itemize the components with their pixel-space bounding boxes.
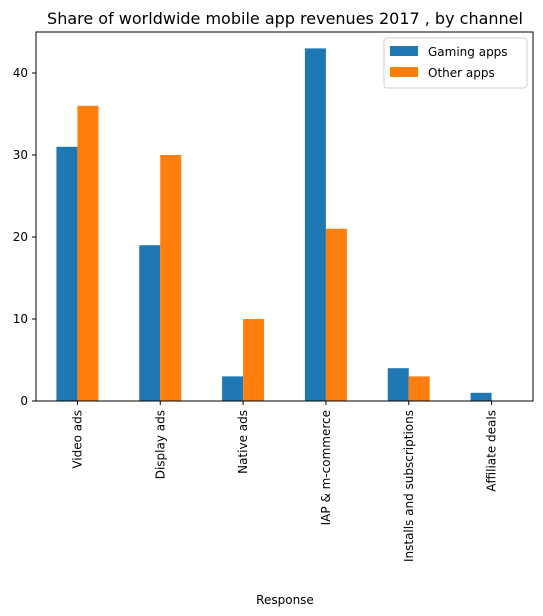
y-tick-label: 40 (13, 66, 28, 80)
bar-gaming-4 (387, 368, 409, 401)
legend-label-1: Other apps (428, 66, 495, 80)
chart-title: Share of worldwide mobile app revenues 2… (47, 9, 523, 28)
bar-other-4 (408, 376, 430, 401)
bar-other-2 (243, 319, 265, 401)
bar-other-3 (325, 228, 347, 401)
bar-gaming-2 (222, 376, 244, 401)
plot-area: 0 10 20 30 40 Video ads Display ads Native ads I… (13, 31, 534, 562)
x-tick-label: Display ads (153, 410, 167, 479)
y-tick-label: 30 (13, 148, 28, 162)
legend-label-0: Gaming apps (428, 45, 508, 59)
legend-swatch-1 (390, 67, 418, 77)
x-axis-label: Response (256, 593, 314, 607)
bar-gaming-5 (470, 392, 492, 401)
x-tick-label: Native ads (236, 410, 250, 474)
bar-gaming-3 (304, 48, 326, 402)
bar-other-1 (160, 155, 182, 401)
bar-gaming-1 (139, 245, 161, 401)
legend-box (383, 37, 528, 89)
y-tick-label: 0 (20, 394, 28, 408)
x-tick-label: Video ads (70, 410, 84, 469)
bar-gaming-0 (56, 146, 78, 401)
legend-swatch-0 (390, 46, 418, 56)
x-tick-label: Installs and subscriptions (402, 410, 416, 562)
y-tick-label: 20 (13, 230, 28, 244)
plot-frame (35, 31, 534, 402)
y-tick-label: 10 (13, 312, 28, 326)
x-tick-label: Affiliate deals (485, 410, 499, 492)
legend: Gaming apps Other apps (383, 37, 528, 89)
x-tick-label: IAP & m-commerce (319, 410, 333, 525)
bar-other-0 (77, 105, 99, 402)
